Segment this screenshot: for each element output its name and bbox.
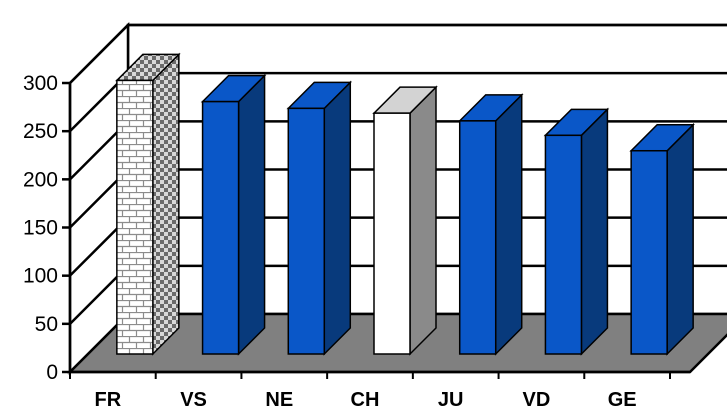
- y-tick-label: 200: [23, 168, 58, 191]
- bar-side: [494, 93, 523, 356]
- bar-side: [323, 80, 352, 356]
- bar-front: [458, 120, 497, 355]
- bar-side: [409, 85, 437, 356]
- y-tick-label: 100: [23, 265, 58, 288]
- x-tick-label: GE: [608, 389, 637, 411]
- y-tick-label: 250: [23, 120, 58, 143]
- axes: [62, 81, 690, 379]
- bar-fr: [115, 52, 181, 356]
- y-tick-label: 150: [23, 217, 58, 240]
- bar-front: [544, 134, 583, 355]
- y-tick-label: 0: [46, 361, 58, 384]
- bar-vs: [200, 73, 267, 356]
- bar-vd: [543, 107, 610, 356]
- x-tick-label: FR: [95, 389, 122, 411]
- x-tick-label: VS: [180, 389, 207, 411]
- bar-front: [116, 79, 154, 355]
- bars: [115, 52, 695, 356]
- bar-side: [237, 73, 266, 356]
- bar-front: [201, 100, 240, 355]
- bar-side: [666, 122, 694, 356]
- x-tick-label: CH: [351, 389, 380, 411]
- bar-side: [580, 107, 609, 356]
- bar-side: [152, 52, 180, 356]
- x-tick-label: VD: [523, 389, 551, 411]
- bar-ju: [457, 93, 524, 356]
- bar-front: [287, 107, 326, 355]
- bar-front: [373, 112, 411, 355]
- bar-ne: [286, 80, 353, 356]
- x-tick-label: NE: [265, 389, 293, 411]
- bar-ge: [629, 122, 695, 356]
- bar-ch: [372, 85, 438, 356]
- gridline: [69, 23, 727, 84]
- y-tick-label: 300: [23, 72, 58, 95]
- bar-front: [630, 149, 668, 355]
- x-tick-label: JU: [438, 389, 464, 411]
- axis-labels: 0 50 100 150 200 250 300 FR VS NE CH JU VD GE: [23, 72, 637, 411]
- y-tick-label: 50: [35, 313, 58, 336]
